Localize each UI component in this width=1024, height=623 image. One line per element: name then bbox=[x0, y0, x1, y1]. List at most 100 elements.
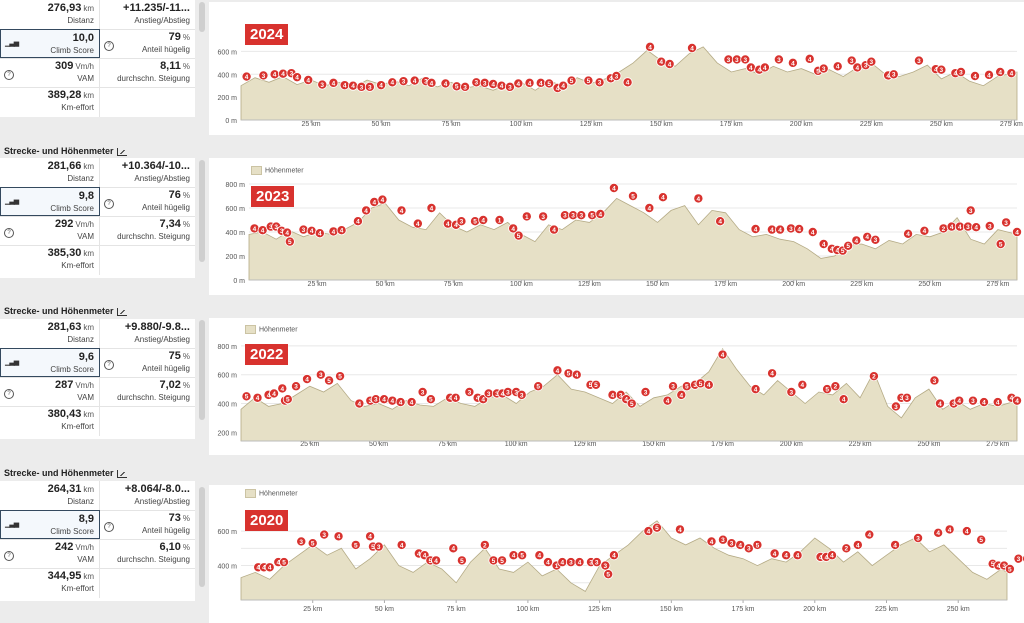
climb-marker-dot[interactable] bbox=[276, 225, 287, 236]
climb-marker[interactable]: 4 bbox=[605, 73, 616, 84]
climb-marker-dot[interactable] bbox=[552, 365, 563, 376]
climb-marker[interactable]: 3 bbox=[315, 369, 326, 380]
climb-marker[interactable]: 3 bbox=[502, 387, 513, 398]
climb-marker[interactable]: 3 bbox=[565, 557, 576, 568]
climb-marker[interactable]: 3 bbox=[456, 216, 467, 227]
climb-marker[interactable]: 4 bbox=[306, 225, 317, 236]
climb-marker-dot[interactable] bbox=[841, 543, 852, 554]
climb-marker-dot[interactable] bbox=[1006, 68, 1017, 79]
climb-marker[interactable]: 5 bbox=[282, 394, 293, 405]
climb-marker-dot[interactable] bbox=[574, 557, 585, 568]
climb-marker[interactable]: 3 bbox=[740, 54, 751, 65]
climb-marker[interactable]: 3 bbox=[504, 81, 515, 92]
climb-marker[interactable]: 4 bbox=[807, 227, 818, 238]
climb-marker-dot[interactable] bbox=[315, 369, 326, 380]
climb-marker-dot[interactable] bbox=[379, 394, 390, 405]
climb-marker[interactable]: 4 bbox=[328, 77, 339, 88]
climb-marker-dot[interactable] bbox=[965, 205, 976, 216]
climb-marker[interactable]: 4 bbox=[409, 75, 420, 86]
climb-marker-dot[interactable] bbox=[676, 389, 687, 400]
climb-marker[interactable]: 2 bbox=[868, 371, 879, 382]
climb-marker-dot[interactable] bbox=[324, 375, 335, 386]
climb-marker-dot[interactable] bbox=[851, 235, 862, 246]
climb-marker[interactable]: 3 bbox=[286, 68, 297, 79]
climb-marker-dot[interactable] bbox=[664, 59, 675, 70]
climb-marker[interactable]: 4 bbox=[252, 392, 263, 403]
climb-marker[interactable]: 4 bbox=[745, 62, 756, 73]
climb-marker[interactable]: 4 bbox=[277, 383, 288, 394]
climb-marker[interactable]: 4 bbox=[253, 562, 264, 573]
climb-marker[interactable]: 4 bbox=[478, 394, 489, 405]
climb-marker[interactable]: 4 bbox=[766, 224, 777, 235]
climb-marker-dot[interactable] bbox=[726, 538, 737, 549]
climb-marker-dot[interactable] bbox=[479, 539, 490, 550]
climb-marker-dot[interactable] bbox=[1004, 564, 1015, 575]
climb-marker[interactable]: 3 bbox=[317, 79, 328, 90]
climb-marker-dot[interactable] bbox=[558, 80, 569, 91]
climb-marker-dot[interactable] bbox=[594, 77, 605, 88]
climb-marker-dot[interactable] bbox=[471, 77, 482, 88]
climb-marker-dot[interactable] bbox=[491, 388, 502, 399]
climb-marker-dot[interactable] bbox=[608, 182, 619, 193]
climb-marker-dot[interactable] bbox=[396, 539, 407, 550]
climb-marker[interactable]: 3 bbox=[948, 398, 959, 409]
climb-marker-dot[interactable] bbox=[735, 539, 746, 550]
climb-marker-dot[interactable] bbox=[843, 240, 854, 251]
climb-marker-dot[interactable] bbox=[622, 77, 633, 88]
climb-marker[interactable]: 5 bbox=[583, 75, 594, 86]
climb-marker[interactable]: 3 bbox=[576, 210, 587, 221]
climb-marker-dot[interactable] bbox=[987, 558, 998, 569]
climb-marker-dot[interactable] bbox=[978, 397, 989, 408]
climb-marker-dot[interactable] bbox=[706, 536, 717, 547]
climb-marker-dot[interactable] bbox=[409, 75, 420, 86]
climb-marker[interactable]: 4 bbox=[571, 369, 582, 380]
climb-marker[interactable]: 4 bbox=[703, 379, 714, 390]
climb-marker-dot[interactable] bbox=[517, 550, 528, 561]
climb-marker[interactable]: 3 bbox=[846, 55, 857, 66]
climb-marker-dot[interactable] bbox=[775, 224, 786, 235]
climb-marker-dot[interactable] bbox=[930, 64, 941, 75]
climb-marker-dot[interactable] bbox=[759, 62, 770, 73]
climb-marker-dot[interactable] bbox=[303, 75, 314, 86]
climb-marker[interactable]: 4 bbox=[851, 235, 862, 246]
climb-marker[interactable]: 4 bbox=[676, 389, 687, 400]
climb-marker-dot[interactable] bbox=[1013, 553, 1024, 564]
climb-marker-dot[interactable] bbox=[715, 216, 726, 227]
climb-marker[interactable]: 4 bbox=[534, 550, 545, 561]
climb-marker[interactable]: 4 bbox=[396, 539, 407, 550]
climb-marker-dot[interactable] bbox=[607, 389, 618, 400]
climb-marker[interactable]: 4 bbox=[258, 562, 269, 573]
climb-marker-dot[interactable] bbox=[306, 225, 317, 236]
climb-marker-dot[interactable] bbox=[868, 371, 879, 382]
climb-marker[interactable]: 3 bbox=[999, 560, 1010, 571]
climb-marker[interactable]: 4 bbox=[754, 64, 765, 75]
climb-marker[interactable]: 5 bbox=[241, 391, 252, 402]
climb-marker-dot[interactable] bbox=[611, 71, 622, 82]
climb-marker-dot[interactable] bbox=[258, 562, 269, 573]
climb-marker-dot[interactable] bbox=[794, 224, 805, 235]
climb-marker[interactable]: 3 bbox=[818, 63, 829, 74]
climb-marker-dot[interactable] bbox=[456, 555, 467, 566]
climb-marker[interactable]: 5 bbox=[585, 379, 596, 390]
climb-marker-dot[interactable] bbox=[585, 379, 596, 390]
climb-marker-dot[interactable] bbox=[566, 75, 577, 86]
climb-marker[interactable]: 5 bbox=[451, 81, 462, 92]
climb-marker-dot[interactable] bbox=[645, 41, 656, 52]
climb-marker-dot[interactable] bbox=[651, 522, 662, 533]
climb-marker[interactable]: 5 bbox=[470, 216, 481, 227]
climb-marker[interactable]: 4 bbox=[280, 395, 291, 406]
climb-marker-dot[interactable] bbox=[513, 230, 524, 241]
climb-marker-dot[interactable] bbox=[703, 379, 714, 390]
climb-marker-dot[interactable] bbox=[296, 536, 307, 547]
climb-marker[interactable]: 4 bbox=[961, 526, 972, 537]
climb-marker-dot[interactable] bbox=[999, 560, 1010, 571]
climb-marker-dot[interactable] bbox=[253, 562, 264, 573]
climb-marker[interactable]: 3 bbox=[743, 543, 754, 554]
climb-marker[interactable]: 4 bbox=[535, 77, 546, 88]
climb-marker-dot[interactable] bbox=[508, 223, 519, 234]
climb-marker-dot[interactable] bbox=[971, 222, 982, 233]
climb-marker[interactable]: 3 bbox=[398, 76, 409, 87]
climb-marker[interactable]: 3 bbox=[890, 401, 901, 412]
climb-marker-dot[interactable] bbox=[837, 245, 848, 256]
climb-marker[interactable]: 5 bbox=[590, 379, 601, 390]
